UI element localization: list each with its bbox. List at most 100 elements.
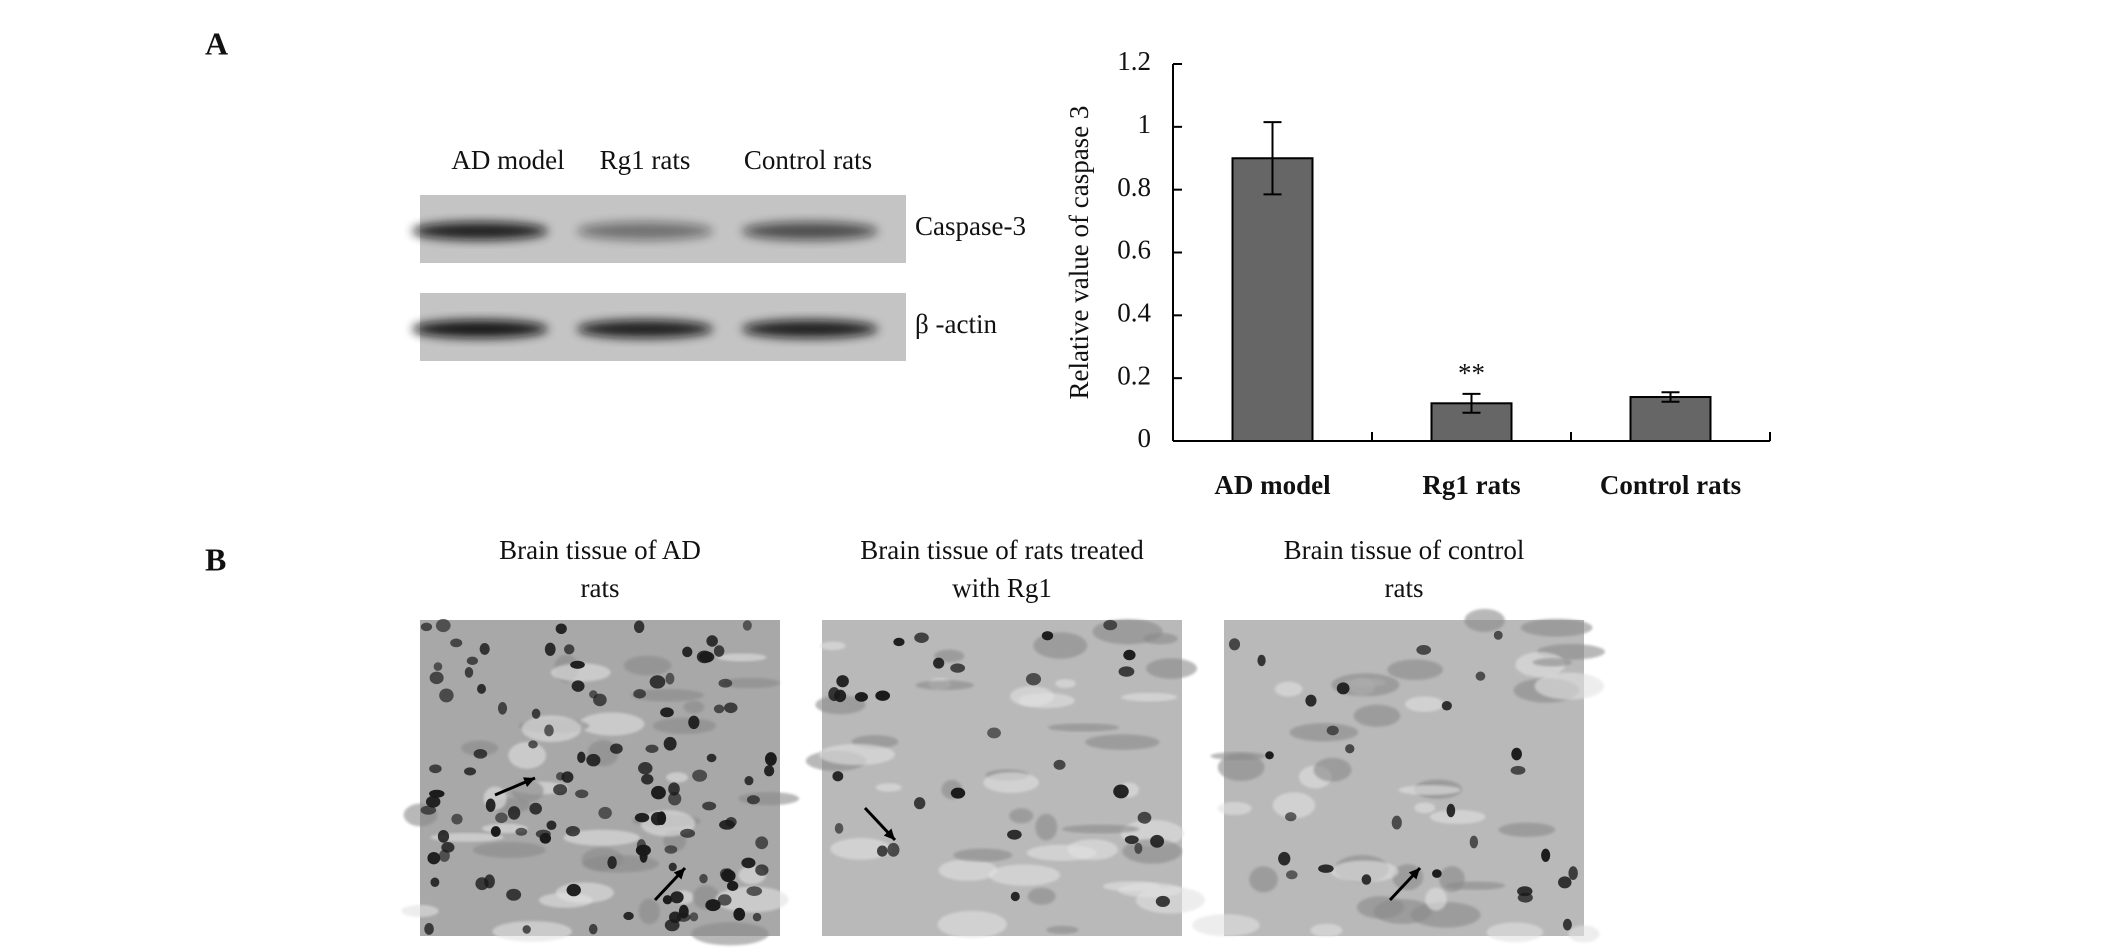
tissue-texture	[1046, 925, 1079, 934]
cell-nucleus	[515, 827, 528, 836]
panel-label: B	[205, 541, 226, 577]
tissue-texture	[1439, 866, 1465, 892]
tissue-texture	[581, 847, 624, 871]
cell-nucleus	[752, 912, 762, 922]
tissue-texture	[1534, 672, 1604, 700]
cell-nucleus	[430, 877, 440, 887]
cell-nucleus	[438, 849, 450, 862]
cell-nucleus	[1010, 891, 1020, 902]
tissue-texture	[819, 641, 846, 651]
tissue-texture	[830, 838, 892, 860]
cell-nucleus	[741, 857, 756, 869]
tissue-texture	[1249, 866, 1278, 893]
cell-nucleus	[663, 736, 677, 751]
tissue-texture	[1498, 822, 1556, 837]
tissue-texture	[1146, 658, 1197, 679]
cell-nucleus	[1124, 835, 1139, 844]
cell-nucleus	[561, 771, 574, 783]
tissue-texture	[461, 740, 499, 756]
cell-nucleus	[555, 772, 565, 781]
x-tick-label: Control rats	[1600, 470, 1741, 500]
tissue-texture	[1047, 723, 1120, 732]
tissue-texture	[638, 898, 660, 925]
band-label: β -actin	[915, 309, 997, 339]
tissue-texture	[1118, 882, 1183, 898]
cell-nucleus	[717, 894, 732, 906]
cell-nucleus	[464, 767, 477, 776]
cell-nucleus	[705, 899, 721, 912]
cell-nucleus	[1391, 815, 1402, 830]
cell-nucleus	[875, 690, 891, 701]
cell-nucleus	[420, 622, 433, 632]
cell-nucleus	[588, 923, 598, 935]
cell-nucleus	[723, 868, 733, 880]
tissue-texture	[1033, 632, 1088, 659]
tissue-texture	[937, 910, 1007, 938]
cell-nucleus	[546, 820, 557, 830]
cell-nucleus	[834, 822, 844, 834]
cell-nucleus	[429, 764, 442, 774]
cell-nucleus	[484, 874, 495, 889]
cell-nucleus	[437, 829, 450, 843]
cell-nucleus	[1103, 619, 1118, 631]
cell-nucleus	[688, 715, 700, 730]
blot-band	[742, 222, 878, 240]
tissue-texture	[691, 922, 769, 946]
cell-nucleus	[1361, 874, 1372, 885]
cell-nucleus	[539, 832, 552, 844]
tissue-texture	[1027, 887, 1056, 905]
cell-nucleus	[607, 856, 617, 870]
tissue-texture	[1373, 898, 1432, 924]
cell-nucleus	[933, 657, 945, 669]
cell-nucleus	[706, 753, 717, 763]
cell-nucleus	[464, 666, 474, 678]
cell-nucleus	[987, 727, 1001, 739]
cell-nucleus	[1041, 631, 1054, 641]
micrograph-caption: Brain tissue of control rats	[1284, 535, 1525, 603]
tissue-texture	[1520, 618, 1593, 637]
cell-nucleus	[664, 919, 680, 932]
x-tick-label: Rg1 rats	[1422, 470, 1520, 500]
cell-nucleus	[1326, 725, 1339, 736]
cell-nucleus	[1568, 866, 1578, 880]
tissue-texture	[683, 700, 705, 714]
tissue-texture	[1092, 618, 1163, 645]
cell-nucleus	[718, 678, 733, 688]
cell-nucleus	[1432, 869, 1442, 878]
cell-nucleus	[733, 907, 746, 921]
cell-nucleus	[834, 689, 847, 703]
cell-nucleus	[575, 789, 589, 799]
cell-nucleus	[689, 912, 699, 922]
tissue-texture	[983, 772, 1039, 793]
cell-nucleus	[682, 646, 693, 658]
cell-nucleus	[660, 707, 674, 718]
cell-nucleus	[950, 663, 966, 673]
y-tick-label: 1.2	[1117, 46, 1151, 76]
tissue-texture	[717, 653, 767, 662]
tissue-texture	[666, 772, 689, 783]
tissue-texture	[508, 742, 546, 769]
cell-nucleus	[427, 851, 441, 865]
cell-nucleus	[678, 904, 689, 919]
tissue-texture	[1313, 757, 1352, 782]
cell-nucleus	[1285, 870, 1298, 880]
x-tick-label: AD model	[1214, 470, 1331, 500]
cell-nucleus	[477, 683, 486, 694]
band-label: Caspase-3	[915, 211, 1026, 241]
cell-nucleus	[719, 819, 735, 830]
arrow-head	[883, 828, 895, 840]
cell-nucleus	[1155, 895, 1170, 907]
cell-nucleus	[950, 787, 966, 799]
tissue-texture	[652, 717, 717, 735]
cell-nucleus	[668, 792, 682, 806]
tissue-texture	[1035, 813, 1058, 841]
tissue-texture	[988, 864, 1061, 886]
cell-nucleus	[742, 620, 752, 631]
cell-nucleus	[553, 784, 568, 796]
tissue-texture	[1067, 839, 1118, 861]
arrow-head	[673, 868, 685, 880]
cell-nucleus	[668, 862, 677, 872]
cell-nucleus	[893, 637, 905, 647]
tissue-texture	[563, 829, 640, 846]
